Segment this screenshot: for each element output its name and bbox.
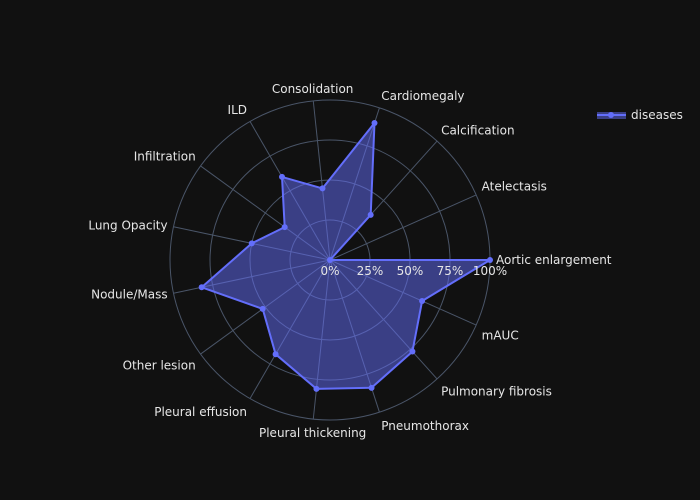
data-point[interactable]	[487, 257, 493, 263]
category-label: Calcification	[441, 124, 515, 138]
category-label: ILD	[228, 103, 247, 117]
category-label: Pleural effusion	[154, 405, 247, 419]
radial-tick-label: 25%	[357, 264, 384, 278]
data-point[interactable]	[313, 385, 320, 392]
data-point[interactable]	[367, 211, 374, 218]
data-point[interactable]	[198, 284, 205, 291]
data-point[interactable]	[259, 305, 266, 312]
data-point[interactable]	[409, 348, 416, 355]
radial-tick-labels: 0% 25% 50% 75% 100%	[320, 264, 507, 278]
data-point[interactable]	[281, 224, 288, 231]
category-label: Cardiomegaly	[381, 89, 464, 103]
data-point[interactable]	[327, 257, 333, 263]
category-label: Pulmonary fibrosis	[441, 384, 552, 398]
category-label: mAUC	[482, 329, 519, 343]
category-label: Consolidation	[272, 82, 354, 96]
data-point[interactable]	[248, 240, 255, 247]
legend[interactable]: diseases	[597, 108, 683, 122]
category-label: Nodule/Mass	[91, 288, 168, 302]
category-label: Pneumothorax	[381, 419, 469, 433]
legend-label: diseases	[631, 108, 683, 122]
data-point[interactable]	[272, 351, 279, 358]
radial-tick-label: 50%	[397, 264, 424, 278]
data-point[interactable]	[371, 120, 378, 127]
category-label: Aortic enlargement	[496, 253, 612, 267]
category-labels: Aortic enlargement Atelectasis Calcificati…	[88, 82, 611, 440]
legend-swatch-marker	[608, 112, 614, 118]
data-point[interactable]	[368, 384, 375, 391]
data-point[interactable]	[419, 297, 426, 304]
grid-spoke	[329, 194, 477, 261]
category-label: Lung Opacity	[88, 218, 167, 232]
category-label: Pleural thickening	[259, 426, 366, 440]
series-area	[200, 122, 491, 390]
data-point[interactable]	[319, 185, 326, 192]
category-label: Infiltration	[134, 149, 196, 163]
radial-tick-label: 100%	[473, 264, 507, 278]
category-label: Other lesion	[123, 359, 196, 373]
data-point[interactable]	[279, 173, 285, 180]
category-label: Atelectasis	[482, 179, 547, 193]
radial-tick-label: 0%	[320, 264, 339, 278]
radial-tick-label: 75%	[437, 264, 464, 278]
series-layer	[198, 120, 493, 392]
